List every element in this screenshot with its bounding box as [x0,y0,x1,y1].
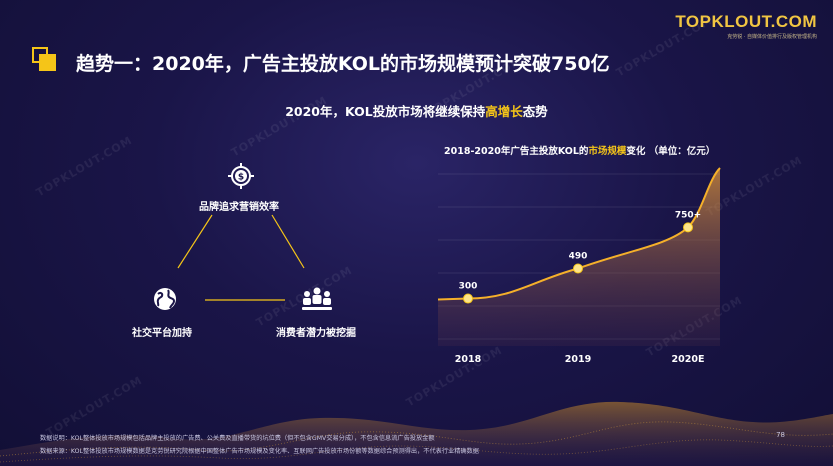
logo-subtext: 克劳锐 · 自媒体价值排行及版权管理机构 [727,34,817,40]
data-point [463,293,473,304]
globe-icon [150,284,180,314]
money-target-icon: $ [226,161,256,191]
chart-title-highlight: 市场规模 [588,146,627,157]
market-size-chart: 300 490 750+ 2018 2019 2020E [437,167,721,365]
page-number: 78 [776,431,785,439]
x-tick-label: 2018 [455,354,482,365]
chart-title: 2018-2020年广告主投放KOL的市场规模变化 （单位：亿元） [444,143,715,157]
x-tick-label: 2020E [672,354,705,365]
subtitle-prefix: 2020年，KOL投放市场将继续保持 [285,104,486,119]
terrain-decoration [0,401,833,466]
page-title: 趋势一：2020年，广告主投放KOL的市场规模预计突破750亿 [76,53,610,75]
x-tick-label: 2019 [565,354,591,365]
data-label: 750+ [675,210,701,220]
subtitle: 2020年，KOL投放市场将继续保持高增长态势 [0,101,833,120]
node-label-top: 品牌追求营销效率 [199,202,279,213]
data-label: 490 [569,251,588,261]
footer-source: 数据来源：KOL整体投放市场规模数据是克劳锐研究院根据中国整体广告市场规模及变化… [40,448,479,455]
data-point [683,222,693,233]
brand-logo: TOPKLOUT.COM 克劳锐 · 自媒体价值排行及版权管理机构 [675,12,817,40]
chart-area-fill [438,168,720,346]
node-label-right: 消费者潜力被挖掘 [276,328,356,339]
title-decoration-icon [32,47,58,73]
people-group-icon [300,284,334,314]
subtitle-highlight: 高增长 [485,104,523,119]
data-label: 300 [459,282,478,292]
data-point [573,263,583,274]
logo-text: TOPKLOUT.COM [675,12,817,31]
chart-title-suffix: 变化 （单位：亿元） [626,146,716,157]
node-label-left: 社交平台加持 [132,328,192,339]
chart-title-prefix: 2018-2020年广告主投放KOL的 [444,146,589,157]
svg-text:$: $ [238,173,244,183]
chart-series-line [437,167,721,301]
footer-note: 数据说明：KOL整体投放市场规模包括品牌主投放的广告费、公关费及直播带货的坑位费… [40,435,435,442]
subtitle-suffix: 态势 [522,104,548,119]
